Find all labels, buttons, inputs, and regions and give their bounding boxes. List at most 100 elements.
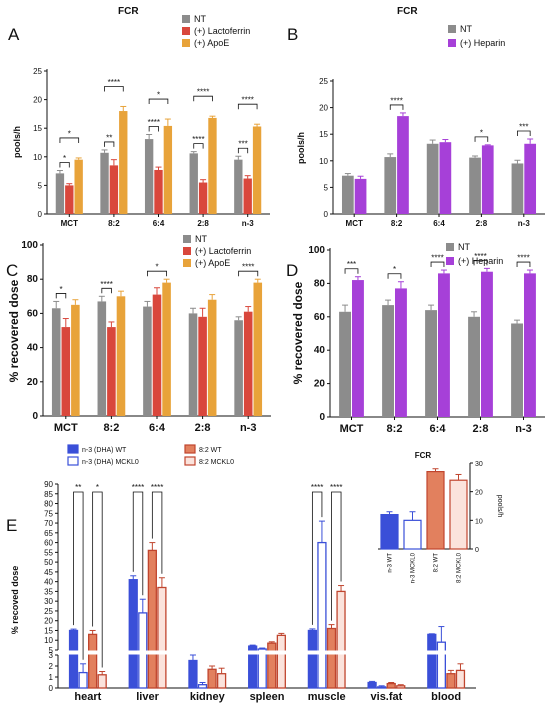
bar [257, 648, 267, 689]
legend-label: NT [458, 242, 470, 252]
bar [396, 685, 406, 689]
y-tick-label: 70 [44, 519, 53, 528]
legend-swatch [448, 25, 456, 33]
axis-break [54, 650, 480, 655]
bar [352, 280, 364, 417]
inset-bar [426, 471, 445, 550]
y-tick-label: 20 [44, 617, 53, 626]
legend-swatch [184, 456, 196, 466]
category-label: liver [136, 691, 159, 703]
bar [147, 549, 157, 689]
bar [276, 634, 286, 689]
y-tick-label: 45 [44, 568, 53, 577]
significance-bracket [151, 491, 163, 496]
bar [154, 169, 163, 214]
bar [198, 182, 208, 214]
significance-label: **** [241, 96, 253, 105]
panel-letter: A [8, 25, 20, 44]
bar [382, 305, 394, 417]
category-label: 8:2 [387, 423, 403, 435]
y-tick-label: 0 [38, 210, 43, 219]
y-tick-label: 0 [32, 411, 38, 422]
category-label: MCT [340, 423, 364, 435]
category-label: heart [74, 691, 101, 703]
y-tick-label: 50 [44, 558, 53, 567]
y-tick-label: 10 [319, 157, 328, 166]
legend-label: (+) Lactoferrin [195, 246, 251, 256]
inset-title: FCR [415, 451, 432, 460]
bar [88, 633, 98, 689]
y-tick-label: 0 [49, 684, 54, 693]
significance-label: *** [238, 140, 247, 149]
bar [469, 157, 481, 214]
legend-label: (+) Lactoferrin [194, 26, 250, 36]
bar [208, 117, 217, 214]
legend-label: (+) ApoE [194, 38, 229, 48]
panel-letter: E [6, 516, 17, 535]
category-label: muscle [308, 691, 346, 703]
legend-label: 8:2 MCKL0 [199, 459, 234, 466]
significance-label: ** [106, 133, 112, 142]
bar [446, 673, 456, 689]
category-label: 8:2 [391, 219, 403, 228]
bar [97, 674, 107, 689]
category-label: 2:8 [473, 423, 489, 435]
category-label: MCT [61, 219, 78, 228]
legend-label: (+) ApoE [195, 258, 230, 268]
y-tick-label: 15 [44, 626, 53, 635]
category-label: 8:2 [103, 422, 119, 434]
y-tick-label: 25 [33, 67, 42, 76]
category-label: vis.fat [371, 691, 403, 703]
y-axis-label: pools/h [296, 132, 306, 164]
bar [100, 152, 109, 214]
bar [71, 304, 80, 416]
category-label: 6:4 [430, 423, 447, 435]
category-label: 2:8 [195, 422, 211, 434]
bar [481, 271, 493, 417]
significance-bracket [104, 141, 115, 147]
significance-bracket [148, 98, 169, 105]
bar [162, 282, 171, 416]
bar [78, 671, 88, 689]
y-tick-label: 100 [308, 245, 325, 256]
significance-label: * [157, 91, 160, 100]
significance-label: **** [390, 96, 402, 105]
panel-letter: C [6, 261, 18, 280]
chart-title: FCR [118, 6, 139, 17]
panel-letter: D [286, 261, 298, 280]
significance-label: **** [100, 280, 112, 289]
bar [524, 273, 536, 417]
bar [119, 111, 128, 214]
y-tick-label: 3 [49, 651, 54, 660]
category-label: blood [431, 691, 461, 703]
bar [116, 296, 126, 416]
bar [216, 673, 227, 689]
category-label: 8:2 [108, 219, 120, 228]
legend-label: (+) Heparin [458, 256, 503, 266]
y-tick-label: 65 [44, 529, 53, 538]
bar [341, 175, 354, 214]
legend-label: NT [194, 14, 206, 24]
significance-label: **** [108, 78, 120, 87]
y-tick-label: 85 [44, 490, 53, 499]
significance-label: **** [192, 135, 204, 144]
legend-label: 8:2 WT [199, 447, 222, 454]
significance-label: **** [431, 254, 443, 263]
significance-label: **** [242, 263, 254, 272]
bar [386, 682, 396, 689]
significance-label: * [393, 265, 396, 274]
significance-label: **** [132, 483, 144, 492]
y-tick-label: 40 [314, 345, 326, 356]
bar [128, 579, 138, 689]
significance-label: *** [347, 260, 356, 269]
bar [51, 308, 61, 416]
y-tick-label: 20 [27, 377, 39, 388]
category-label: 6:4 [433, 219, 445, 228]
y-tick-label: 80 [314, 278, 326, 289]
y-tick-label: 15 [33, 124, 42, 133]
bar [307, 629, 318, 689]
y-tick-label: 10 [33, 153, 42, 162]
bar [197, 684, 208, 689]
bar [455, 669, 466, 689]
panel-letter: B [287, 25, 298, 44]
